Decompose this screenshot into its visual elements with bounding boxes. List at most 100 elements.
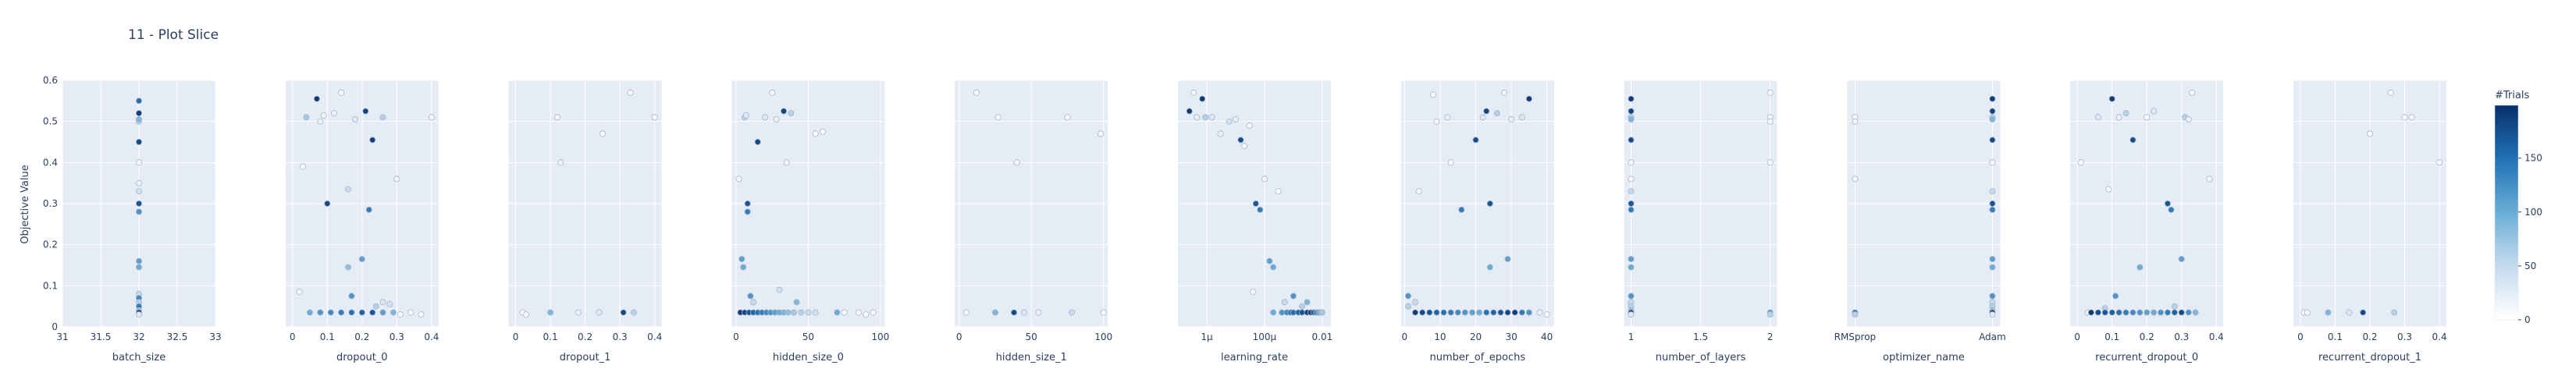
data-point (1483, 309, 1490, 316)
data-point (773, 115, 780, 122)
data-point (2346, 309, 2353, 316)
data-point (1412, 309, 1419, 316)
x-tick-label: 0 (1402, 332, 1408, 342)
panel-learning-rate: 1μ 100μ 0.01 learning_rate (1178, 80, 1332, 363)
x-tick-label: 0.1 (320, 332, 335, 342)
data-point (1252, 200, 1259, 207)
data-point (2164, 309, 2171, 316)
data-point (790, 309, 797, 316)
data-point (369, 309, 376, 316)
data-point (744, 200, 751, 207)
data-point (1454, 309, 1461, 316)
data-point (740, 264, 747, 271)
data-point (300, 163, 307, 170)
data-point (1241, 143, 1248, 150)
data-point (1098, 130, 1105, 137)
data-point (856, 309, 863, 316)
data-point (418, 311, 425, 318)
data-point (522, 311, 529, 318)
data-point (1194, 114, 1201, 121)
data-point (1404, 292, 1411, 300)
data-point (769, 89, 776, 96)
data-point (1628, 188, 1635, 195)
x-axis-label: dropout_0 (336, 352, 388, 363)
data-point (1275, 188, 1282, 195)
data-point (362, 108, 369, 115)
data-point (358, 256, 365, 263)
data-point (1021, 309, 1028, 316)
colorbar-tick-label: 150 (2524, 153, 2542, 164)
data-point (1447, 159, 1454, 166)
data-point (2360, 309, 2367, 316)
data-point (1100, 309, 1107, 316)
data-point (348, 309, 355, 316)
x-tick-label: 2 (1767, 332, 1774, 342)
data-point (1013, 159, 1020, 166)
data-point (1989, 188, 1996, 195)
data-point (798, 309, 805, 316)
colorbar-tick-label: 0 (2524, 314, 2531, 325)
data-point (863, 311, 870, 318)
x-tick-label: 50 (802, 332, 814, 342)
x-axis-label: hidden_size_0 (773, 352, 844, 363)
data-point (428, 114, 435, 121)
data-point (393, 176, 400, 183)
y-tick-label: 0.5 (43, 116, 58, 127)
x-tick-label: 100 (1094, 332, 1112, 342)
data-point (296, 289, 303, 296)
data-point (1989, 264, 1996, 271)
data-point (1852, 311, 1859, 318)
panel-recurrent-dropout-1: 0 0.1 0.2 0.3 0.4 recurrent_dropout_1 (2293, 80, 2447, 363)
x-axis-label: number_of_epochs (1429, 352, 1525, 363)
x-tick-label: 0.2 (354, 332, 369, 342)
data-point (2115, 114, 2122, 121)
data-point (2401, 114, 2408, 121)
data-point (135, 110, 142, 117)
data-point (338, 309, 345, 316)
data-point (1525, 95, 1532, 102)
data-point (1426, 309, 1433, 316)
data-point (135, 179, 142, 186)
data-point (358, 309, 365, 316)
data-point (379, 309, 386, 316)
data-point (1989, 136, 1996, 144)
x-tick-label: 1.5 (1693, 332, 1708, 342)
data-point (1989, 159, 1996, 166)
data-point (2189, 89, 2196, 96)
data-point (750, 299, 757, 306)
data-point (785, 309, 792, 316)
data-point (135, 188, 142, 195)
data-point (2101, 309, 2108, 316)
data-point (776, 286, 783, 293)
data-point (1237, 136, 1244, 144)
data-point (135, 159, 142, 166)
data-point (135, 138, 142, 145)
data-point (2129, 309, 2137, 316)
data-point (1518, 309, 1525, 316)
data-point (747, 292, 754, 300)
x-tick-label: 0.1 (2328, 332, 2343, 342)
data-point (1415, 188, 1422, 195)
data-point (2185, 115, 2192, 122)
data-point (1504, 309, 1511, 316)
data-point (1628, 200, 1635, 207)
data-point (994, 114, 1002, 121)
x-tick-label: 0.3 (2174, 332, 2189, 342)
x-axis-label: hidden_size_1 (996, 352, 1067, 363)
data-point (1501, 89, 1508, 96)
x-axis-label: dropout_1 (560, 352, 611, 363)
x-tick-label: 0.3 (2397, 332, 2412, 342)
data-point (2157, 309, 2164, 316)
data-point (320, 112, 327, 119)
data-point (1511, 309, 1518, 316)
data-point (1472, 136, 1479, 144)
data-point (1536, 309, 1543, 316)
x-tick-label: 0.4 (2432, 332, 2447, 342)
panel-dropout-1: 0 0.1 0.2 0.3 0.4 dropout_1 (508, 80, 662, 363)
data-point (407, 309, 415, 316)
data-point (1525, 309, 1532, 316)
data-point (2094, 114, 2101, 121)
data-point (331, 110, 338, 117)
x-tick-label: 1 (1628, 332, 1635, 342)
panel-dropout-0: 0 0.1 0.2 0.3 0.4 dropout_0 (285, 80, 439, 363)
